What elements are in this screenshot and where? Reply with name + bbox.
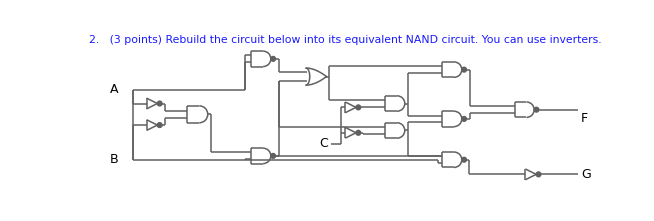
Text: 2.   (3 points) Rebuild the circuit below into its equivalent NAND circuit. You : 2. (3 points) Rebuild the circuit below … [89,35,602,45]
Text: A: A [110,83,118,96]
Circle shape [271,154,275,158]
Text: B: B [110,153,118,166]
Circle shape [158,101,162,106]
Text: C: C [320,137,328,150]
Circle shape [462,117,466,121]
Circle shape [356,105,360,110]
Circle shape [536,172,541,177]
Circle shape [534,107,539,112]
Circle shape [158,123,162,127]
Circle shape [462,157,466,162]
Text: F: F [581,112,588,126]
Circle shape [462,67,466,72]
Text: G: G [581,168,591,181]
Circle shape [271,57,275,61]
Circle shape [356,130,360,135]
